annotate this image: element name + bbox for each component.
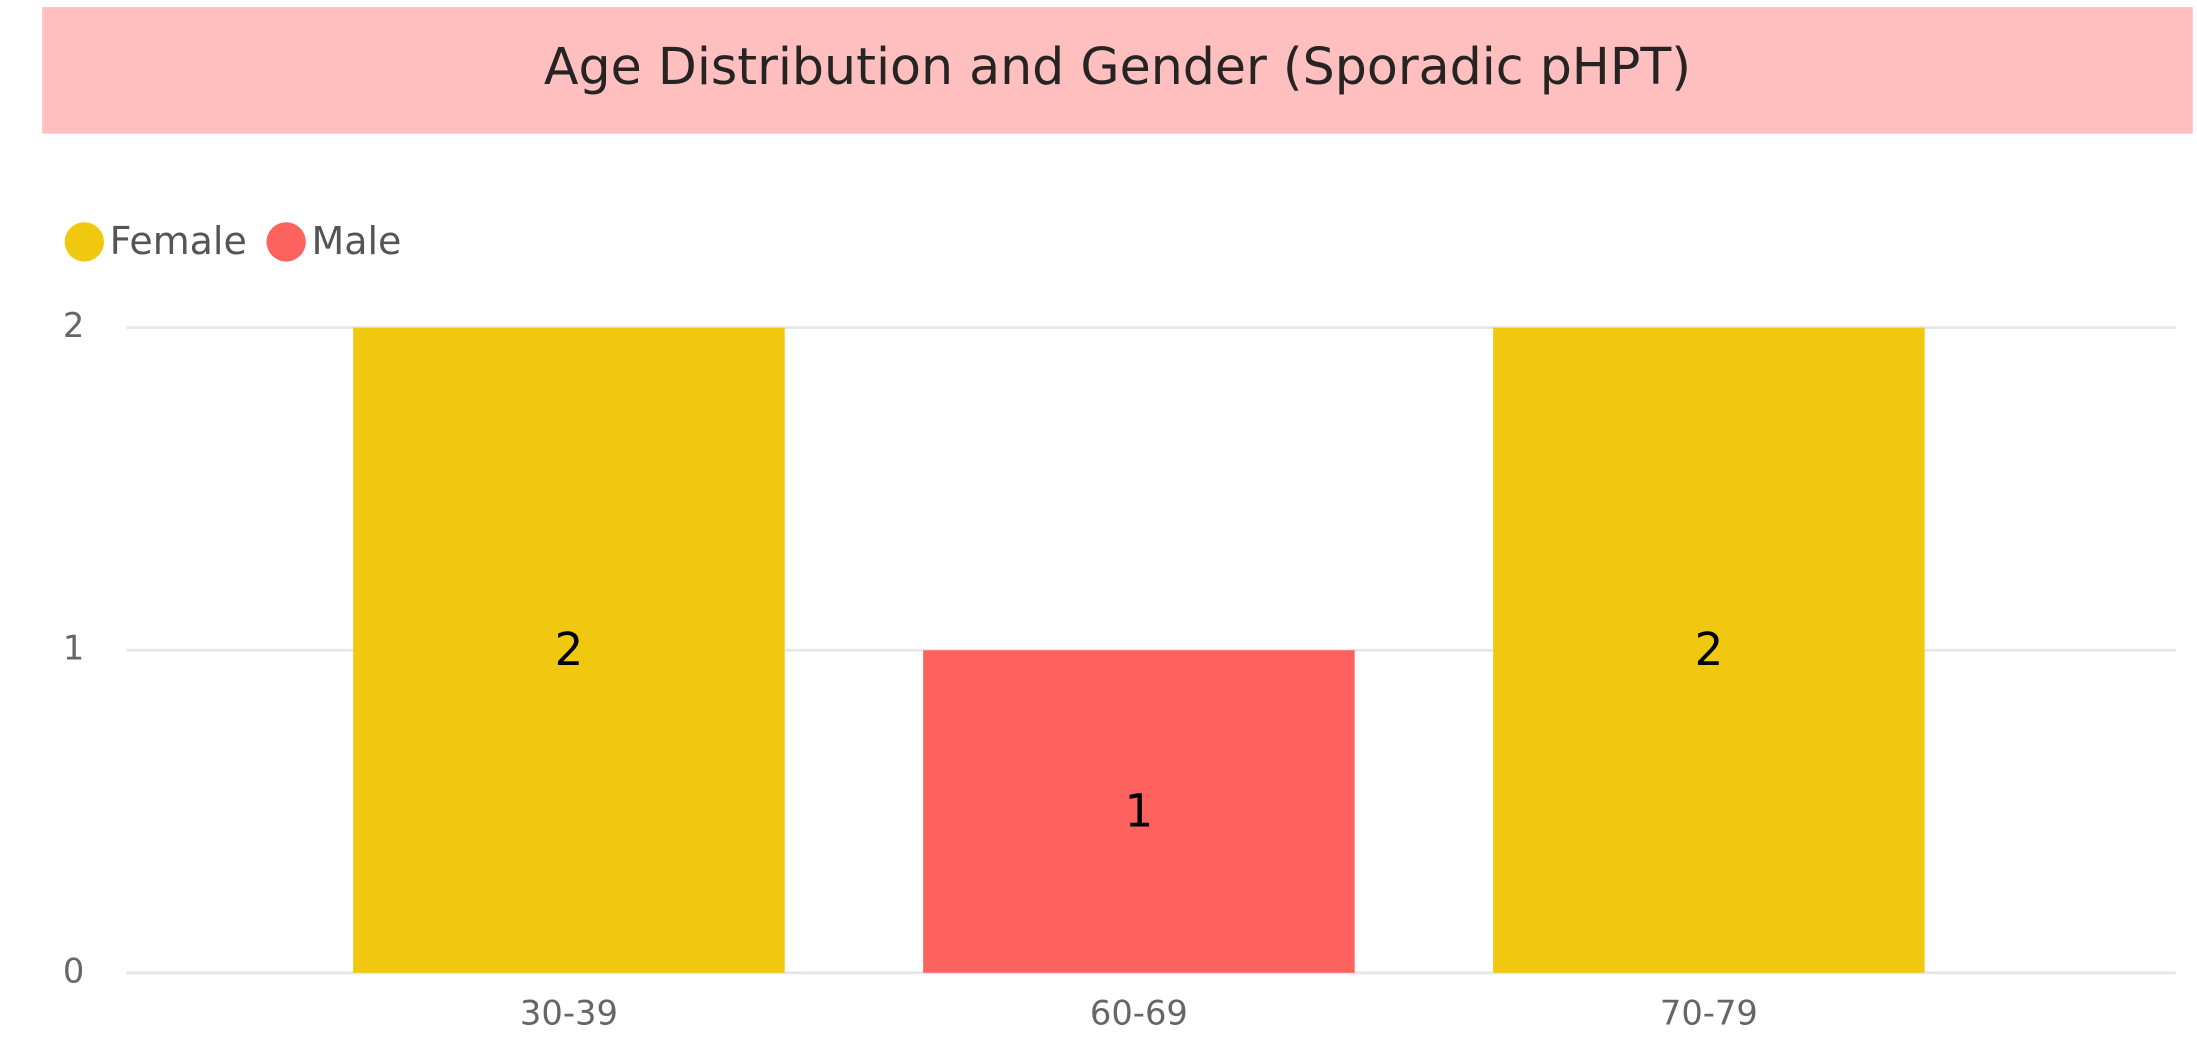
legend-marker (64, 222, 105, 262)
legend-marker (266, 222, 306, 262)
bar (1493, 327, 1925, 973)
y-tick-label: 1 (63, 629, 84, 668)
legend-label: Female (110, 219, 247, 263)
x-tick-label: 70-79 (1660, 993, 1758, 1032)
data-label: 1 (1125, 784, 1154, 837)
data-label: 2 (555, 623, 584, 676)
y-tick-label: 0 (63, 951, 84, 990)
x-tick-label: 60-69 (1090, 993, 1188, 1032)
chart-title: Age Distribution and Gender (Sporadic pH… (544, 37, 1691, 96)
bar (923, 650, 1355, 973)
bar (353, 327, 785, 973)
title-bar (42, 7, 2193, 134)
legend-label: Male (311, 219, 401, 263)
data-label: 2 (1695, 623, 1724, 676)
x-tick-label: 30-39 (520, 993, 618, 1032)
y-tick-label: 2 (63, 306, 84, 345)
